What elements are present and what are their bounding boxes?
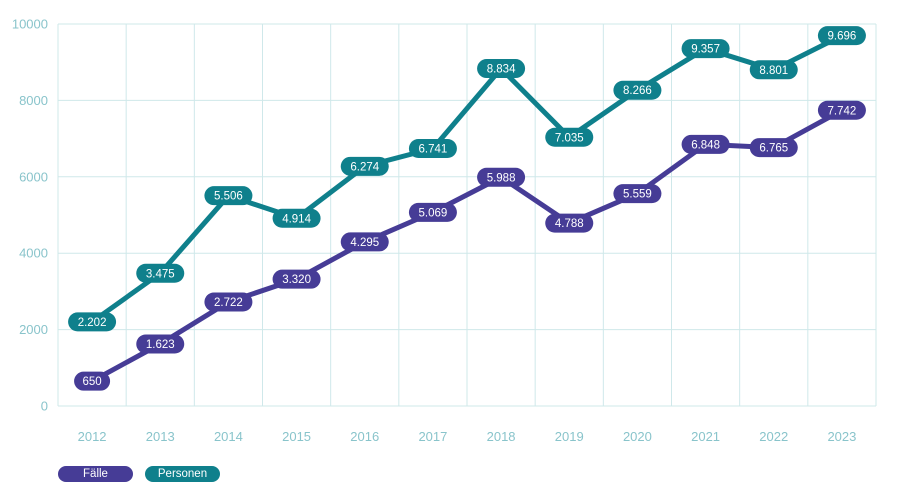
data-label-pill-faelle [340,232,389,252]
x-axis-tick-label: 2016 [350,429,379,444]
data-label-pill-faelle [136,334,185,354]
data-label-pill-personen [477,59,526,79]
data-label-text-personen: 9.357 [691,44,720,56]
data-label-pill-personen [749,60,798,80]
data-label-text-personen: 9.696 [828,31,857,43]
y-axis-tick-label: 10000 [12,17,48,32]
data-label-pill-faelle [545,213,594,233]
data-label-pill-personen [408,138,457,158]
data-label-pill-faelle [204,292,253,312]
data-label-text-personen: 3.475 [146,268,175,280]
data-label-text-faelle: 1.623 [146,339,175,351]
data-label-text-faelle: 4.295 [350,237,379,249]
data-label-text-personen: 8.801 [759,65,788,77]
x-axis-tick-label: 2018 [487,429,516,444]
data-label-pill-faelle [408,202,457,222]
x-axis-tick-label: 2017 [418,429,447,444]
data-label-pill-personen [545,127,594,147]
x-axis-tick-label: 2013 [146,429,175,444]
x-axis-tick-label: 2023 [827,429,856,444]
data-label-text-faelle: 5.069 [419,207,448,219]
data-label-text-faelle: 5.988 [487,172,516,184]
x-axis-tick-label: 2012 [78,429,107,444]
x-axis-tick-label: 2019 [555,429,584,444]
data-label-pill-personen [681,39,730,59]
data-label-text-personen: 6.274 [350,161,379,173]
data-label-pill-personen [272,208,321,228]
y-axis-tick-label: 2000 [19,322,48,337]
y-axis-tick-label: 8000 [19,93,48,108]
legend-label-personen: Personen [157,468,208,480]
data-label-pill-faelle [477,167,526,187]
data-label-text-faelle: 650 [82,376,101,388]
data-label-pill-personen [817,26,866,46]
data-label-text-personen: 5.506 [214,191,243,203]
data-label-pill-personen [136,263,185,283]
data-label-text-faelle: 6.848 [691,139,720,151]
data-label-pill-faelle [74,371,111,391]
data-label-text-faelle: 5.559 [623,189,652,201]
data-label-pill-faelle [681,134,730,154]
data-label-text-faelle: 4.788 [555,218,584,230]
data-label-text-personen: 2.202 [78,317,107,329]
x-axis-tick-label: 2021 [691,429,720,444]
y-axis-tick-label: 0 [41,399,48,414]
x-axis-tick-label: 2022 [759,429,788,444]
y-axis-tick-label: 6000 [19,169,48,184]
data-label-text-personen: 7.035 [555,132,584,144]
data-label-pill-personen [204,186,253,206]
data-label-text-faelle: 7.742 [828,105,857,117]
data-label-text-faelle: 3.320 [282,274,311,286]
chart-legend: Fälle Personen [58,466,220,482]
data-label-pill-faelle [272,269,321,289]
data-label-pill-faelle [817,100,866,120]
x-axis-tick-label: 2015 [282,429,311,444]
data-label-text-personen: 4.914 [282,213,311,225]
data-label-pill-personen [68,312,117,332]
data-label-text-personen: 8.834 [487,64,516,76]
data-label-text-faelle: 2.722 [214,297,243,309]
data-label-text-personen: 8.266 [623,85,652,97]
line-chart-canvas: 0 2000 4000 6000 8000 10000 2012 2013 2014 2015 20… [12,17,877,444]
data-label-pill-personen [340,156,389,176]
x-axis-tick-label: 2014 [214,429,243,444]
data-label-pill-faelle [613,184,662,204]
legend-label-faelle: Fälle [83,468,108,480]
data-label-pill-personen [613,80,662,100]
data-label-text-faelle: 6.765 [759,143,788,155]
data-label-pill-faelle [749,138,798,158]
y-axis-tick-label: 4000 [19,246,48,261]
x-axis-tick-label: 2020 [623,429,652,444]
legend-item-faelle[interactable]: Fälle [58,466,133,482]
data-label-text-personen: 6.741 [419,143,448,155]
legend-item-personen[interactable]: Personen [145,466,220,482]
